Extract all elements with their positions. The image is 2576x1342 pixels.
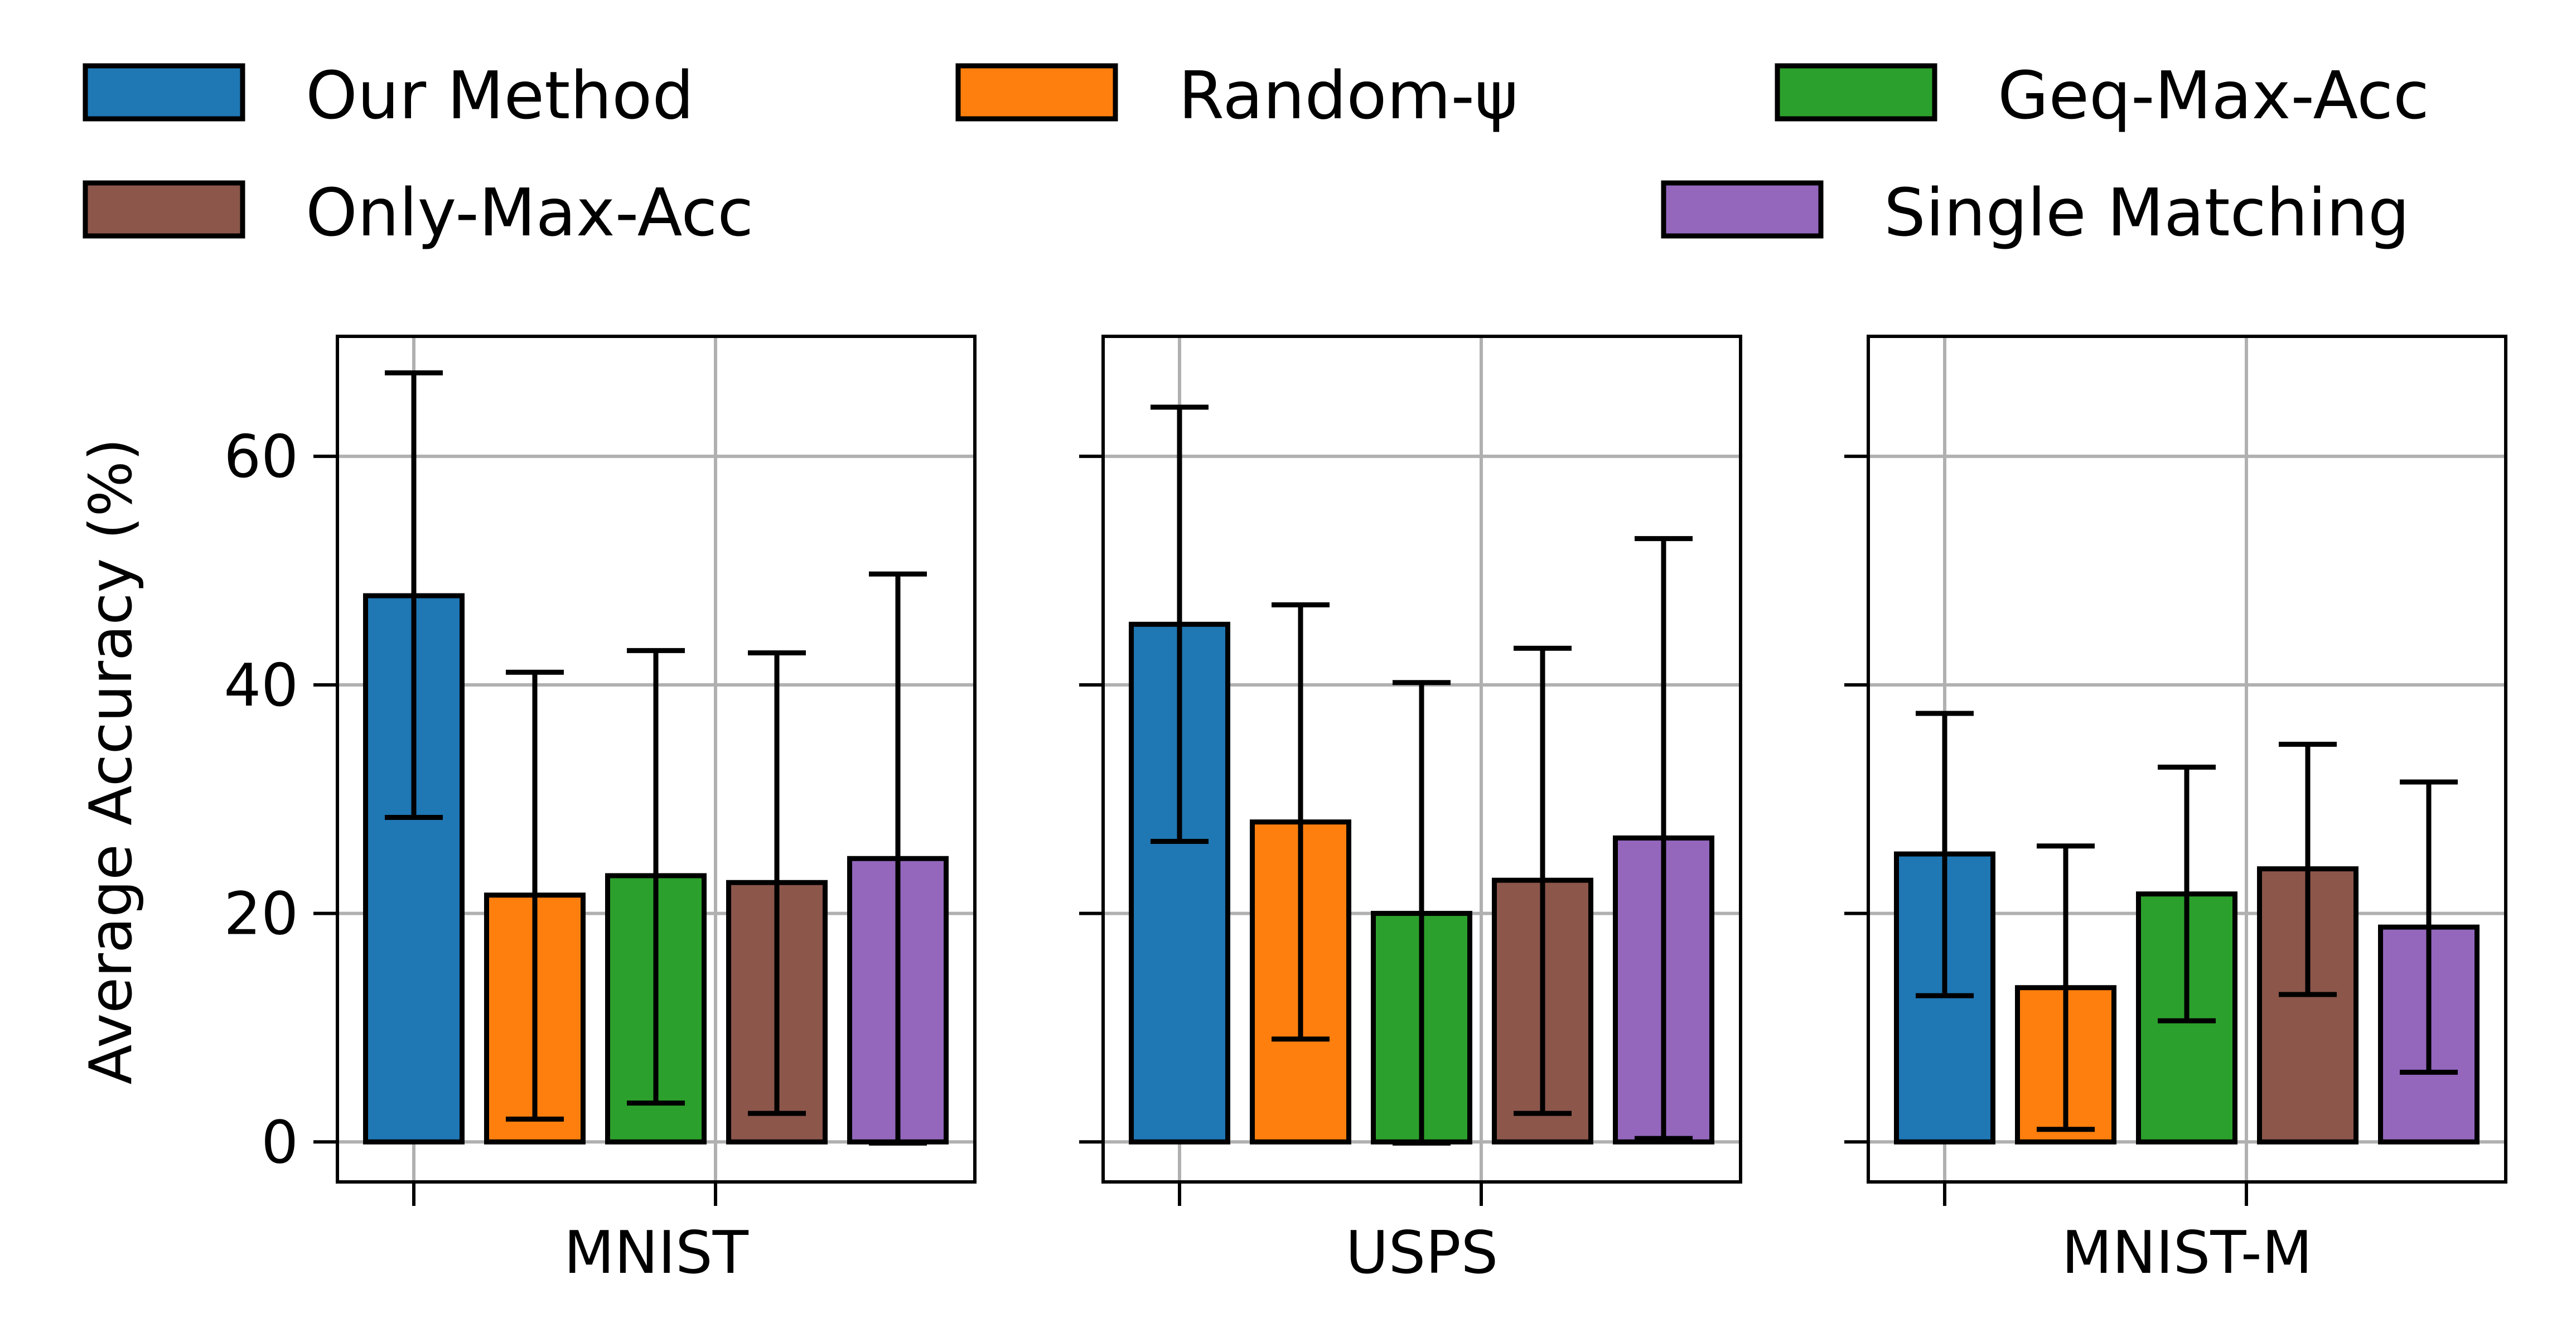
panel-usps: USPS	[1079, 335, 1742, 1287]
x-axis-label: MNIST	[564, 1219, 749, 1287]
x-axis-label: MNIST-M	[2062, 1219, 2313, 1287]
legend-item: Random-ψ	[955, 57, 1518, 134]
panel-mnist: 0 20 40 60 MNIST	[224, 335, 977, 1287]
legend-swatch	[83, 63, 245, 122]
legend: Our Method Random-ψ Geq-Max-Acc Only-Max-Ac…	[83, 57, 2429, 251]
legend-swatch	[1775, 63, 1937, 122]
plot-frame	[1101, 335, 1742, 1184]
y-tick-label: 0	[261, 1108, 298, 1176]
legend-label: Single Matching	[1884, 174, 2410, 251]
y-axis-label: Average Accuracy (%)	[77, 438, 145, 1085]
legend-label: Only-Max-Acc	[306, 174, 753, 251]
y-tick-label: 60	[224, 423, 298, 491]
plot-frame	[336, 335, 977, 1184]
panels: 0 20 40 60 MNIST USPS MNIST-M	[224, 335, 2507, 1287]
legend-label: Geq-Max-Acc	[1998, 57, 2429, 134]
y-tick-label: 40	[224, 651, 298, 720]
y-tick-label: 20	[224, 880, 298, 948]
legend-swatch	[1661, 180, 1824, 239]
legend-item: Only-Max-Acc	[83, 174, 753, 251]
legend-label: Random-ψ	[1178, 57, 1518, 134]
legend-swatch	[83, 180, 245, 239]
legend-swatch	[955, 63, 1118, 122]
legend-item: Our Method	[83, 57, 694, 134]
x-axis-label: USPS	[1346, 1219, 1498, 1287]
legend-item: Single Matching	[1661, 174, 2410, 251]
plot-frame	[1867, 335, 2507, 1184]
legend-item: Geq-Max-Acc	[1775, 57, 2429, 134]
legend-label: Our Method	[306, 57, 694, 134]
panel-mnist-m: MNIST-M	[1844, 335, 2507, 1287]
